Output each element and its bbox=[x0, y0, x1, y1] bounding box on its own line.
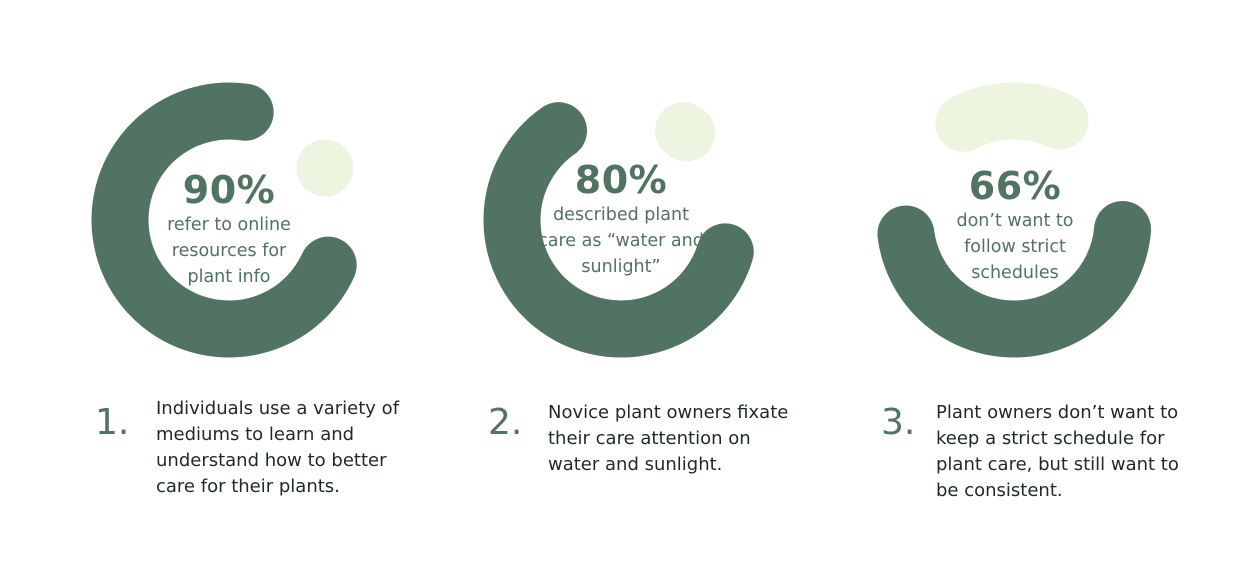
donut-chart-2 bbox=[483, 102, 754, 358]
donut-segment-main bbox=[877, 200, 1152, 358]
stat-card-3: 66% don’t want to follow strict schedule… bbox=[785, 0, 1185, 580]
percentage-label: don’t want to follow strict schedules bbox=[956, 211, 1074, 283]
donut-segment-remainder bbox=[935, 82, 1089, 152]
donut-chart-3 bbox=[877, 82, 1152, 358]
finding-number: 3. bbox=[881, 402, 916, 443]
finding-text: Plant owners don’t want to keep a strict… bbox=[936, 402, 1179, 501]
finding-number: 1. bbox=[95, 402, 130, 443]
stat-card-1: 90% refer to online resources for plant … bbox=[0, 0, 400, 580]
finding-number: 2. bbox=[488, 402, 523, 443]
finding-text: Novice plant owners fixate their care at… bbox=[548, 402, 789, 475]
finding-text: Individuals use a variety of mediums to … bbox=[156, 398, 400, 497]
donut-center-1: 90% refer to online resources for plant … bbox=[149, 168, 309, 290]
percentage-value: 66% bbox=[968, 164, 1062, 208]
percentage-value: 80% bbox=[574, 158, 668, 202]
percentage-value: 90% bbox=[182, 168, 276, 212]
donut-chart-1 bbox=[91, 82, 357, 358]
donut-segment-main bbox=[483, 102, 754, 358]
stat-card-2: 80% described plant care as “water and s… bbox=[392, 0, 792, 580]
percentage-label: described plant care as “water and sunli… bbox=[538, 205, 704, 277]
percentage-label: refer to online resources for plant info bbox=[167, 215, 291, 287]
donut-center-2: 80% described plant care as “water and s… bbox=[533, 158, 709, 280]
donut-segment-main bbox=[91, 82, 357, 358]
donut-center-3: 66% don’t want to follow strict schedule… bbox=[939, 164, 1091, 286]
donut-segment-remainder bbox=[654, 102, 716, 162]
